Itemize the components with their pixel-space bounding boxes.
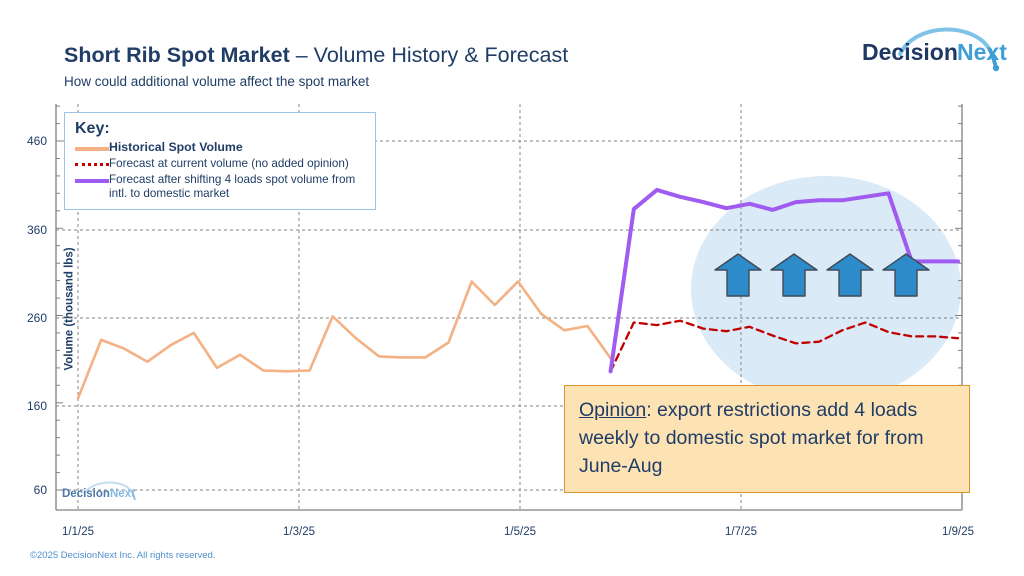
series-forecast-current-volume: [609, 319, 960, 373]
opinion-underlined-word: Opinion: [579, 399, 647, 421]
y-tick-label: 60: [33, 483, 47, 497]
copyright-footer: ©2025 DecisionNext Inc. All rights reser…: [30, 550, 216, 561]
x-tick-label: 1/3/25: [283, 526, 315, 538]
legend-label-forecast-shifted: Forecast after shifting 4 loads spot vol…: [109, 173, 356, 200]
legend-label-forecast-current: Forecast at current volume (no added opi…: [109, 157, 349, 170]
upward-arrow-icon: [714, 253, 762, 297]
logo-svg: Decision Next: [862, 27, 1007, 72]
watermark-logo: Decision Next: [60, 478, 142, 504]
upward-arrow-icon: [770, 253, 818, 297]
watermark-svg: Decision Next: [62, 481, 136, 501]
legend-label-historical: Historical Spot Volume: [109, 140, 243, 154]
legend-swatch-forecast-shifted-icon: [75, 173, 109, 187]
x-tick-label: 1/5/25: [504, 526, 536, 538]
watermark-swoosh-icon: [83, 481, 133, 495]
y-tick-label: 460: [26, 134, 47, 148]
logo-text-next: Next: [957, 39, 1007, 65]
y-tick-label: 260: [26, 311, 47, 325]
highlight-ellipse: [691, 176, 961, 402]
page-title-light: – Volume History & Forecast: [289, 43, 569, 67]
page-title-strong: Short Rib Spot Market: [64, 43, 290, 67]
legend-item-forecast-current: Forecast at current volume (no added opi…: [75, 157, 365, 171]
logo-text-decision: Decision: [862, 39, 958, 65]
x-tick-label: 1/9/25: [942, 526, 974, 538]
x-tick-label: 1/1/25: [62, 526, 94, 538]
logo-dot-icon: [992, 64, 1000, 72]
logo-swoosh-icon: [898, 27, 992, 56]
chart-area: Volume (thousand lbs) 460 360 260 160 60…: [27, 104, 974, 538]
legend-heading: Key:: [75, 120, 110, 137]
upward-arrow-icon: [882, 253, 930, 297]
chart-legend: Key: Historical Spot Volume Forecast at …: [64, 112, 376, 211]
watermark-text-next: Next: [110, 488, 135, 500]
logo-swoosh-tail-icon: [988, 48, 997, 66]
page-title: Short Rib Spot Market – Volume History &…: [64, 43, 568, 68]
legend-swatch-historical-icon: [75, 141, 109, 155]
legend-item-historical: Historical Spot Volume: [75, 140, 365, 155]
upward-arrow-icon: [826, 253, 874, 297]
x-tick-label: 1/7/25: [725, 526, 757, 538]
upward-arrow-group: [714, 253, 930, 297]
series-forecast-shifted-volume: [608, 187, 960, 374]
watermark-swoosh-tail-icon: [131, 491, 136, 501]
opinion-annotation: Opinion: export restrictions add 4 loads…: [564, 385, 970, 493]
opinion-text: : export restrictions add 4 loads weekly…: [579, 399, 924, 477]
decisionnext-logo: Decision Next: [856, 24, 1008, 76]
page-subtitle: How could additional volume affect the s…: [64, 74, 370, 89]
y-tick-label: 160: [26, 399, 47, 413]
legend-item-forecast-shifted: Forecast after shifting 4 loads spot vol…: [75, 173, 365, 200]
legend-swatch-forecast-current-icon: [75, 157, 109, 171]
watermark-text-decision: Decision: [62, 488, 110, 500]
plot-canvas: [55, 104, 963, 511]
series-historical-spot-volume: [76, 280, 612, 400]
y-tick-label: 360: [26, 223, 47, 237]
